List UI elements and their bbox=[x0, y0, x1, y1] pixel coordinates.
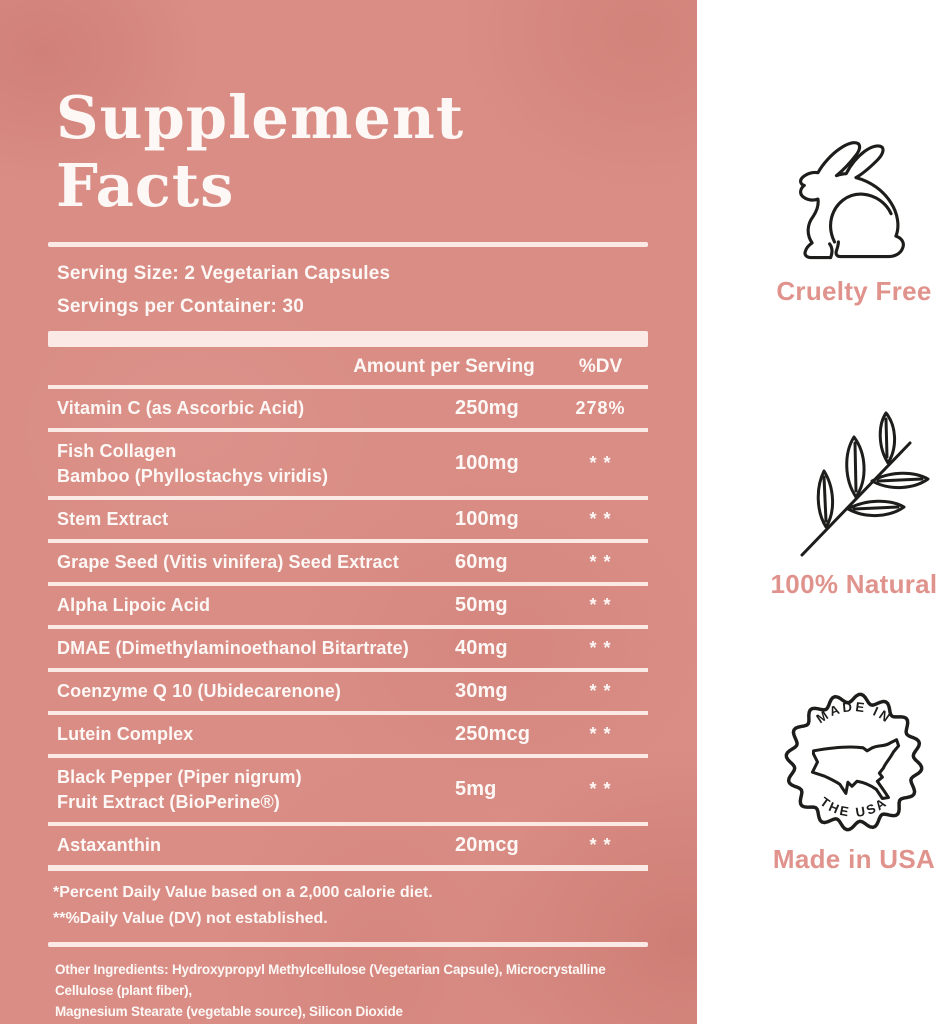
ingredient-name: Vitamin C (as Ascorbic Acid) bbox=[57, 397, 305, 418]
ingredient-name-line2: Fruit Extract (BioPerine®) bbox=[57, 791, 280, 812]
ingredient-name: Grape Seed (Vitis vinifera) Seed Extract bbox=[57, 551, 399, 572]
ingredient-dv: 278% bbox=[575, 397, 626, 418]
table-row: Stem Extract 100mg * * bbox=[48, 500, 648, 543]
natural-label: 100% Natural bbox=[770, 569, 938, 599]
column-header-dv: %DV bbox=[578, 355, 623, 377]
ingredient-amount: 100mg bbox=[455, 452, 519, 475]
table-row: Alpha Lipoic Acid 50mg * * bbox=[48, 586, 648, 629]
table-row: Coenzyme Q 10 (Ubidecarenone) 30mg * * bbox=[48, 672, 648, 715]
section-band bbox=[48, 330, 648, 347]
ingredient-name: Alpha Lipoic Acid bbox=[57, 594, 211, 615]
table-row: Vitamin C (as Ascorbic Acid) 250mg 278% bbox=[48, 389, 648, 432]
ingredient-dv: * * bbox=[589, 453, 612, 474]
made-in-usa-label: Made in USA bbox=[772, 844, 936, 874]
ingredient-amount: 5mg bbox=[455, 778, 497, 801]
ingredient-dv: * * bbox=[589, 723, 612, 744]
badge-column: Cruelty Free 100% Natural MADE IN bbox=[770, 0, 938, 875]
ingredient-name: Black Pepper (Piper nigrum) bbox=[57, 766, 302, 787]
ingredient-dv: * * bbox=[589, 637, 612, 658]
footnote-dv: *Percent Daily Value based on a 2,000 ca… bbox=[53, 883, 433, 901]
table-header-row: Amount per Serving %DV bbox=[48, 347, 648, 389]
table-row: DMAE (Dimethylaminoethanol Bitartrate) 4… bbox=[48, 629, 648, 672]
other-ingredients-text: Other Ingredients: Hydroxypropyl Methylc… bbox=[55, 961, 606, 1019]
ingredient-amount: 250mcg bbox=[455, 722, 531, 745]
usa-map-icon bbox=[810, 738, 901, 800]
table-row: Grape Seed (Vitis vinifera) Seed Extract… bbox=[48, 543, 648, 586]
ingredient-name: DMAE (Dimethylaminoethanol Bitartrate) bbox=[57, 637, 409, 658]
ingredient-dv: * * bbox=[589, 779, 612, 800]
ingredient-name: Stem Extract bbox=[57, 508, 169, 529]
footnote-not-established: **%Daily Value (DV) not established. bbox=[53, 909, 328, 927]
table-row: Black Pepper (Piper nigrum) Fruit Extrac… bbox=[48, 758, 648, 826]
usa-stamp-icon: MADE IN THE USA bbox=[784, 692, 924, 832]
ingredient-dv: * * bbox=[589, 834, 612, 855]
ingredient-amount: 60mg bbox=[455, 550, 508, 573]
ingredient-amount: 30mg bbox=[455, 679, 508, 702]
ingredient-name: Astaxanthin bbox=[57, 834, 162, 855]
footnote-divider bbox=[48, 941, 648, 947]
ingredient-name: Lutein Complex bbox=[57, 723, 194, 744]
rabbit-icon bbox=[799, 141, 905, 260]
supplement-facts-panel: Supplement Facts Serving Size: 2 Vegetar… bbox=[0, 0, 697, 1024]
servings-per-container-text: Servings per Container: 30 bbox=[57, 295, 304, 317]
ingredient-dv: * * bbox=[589, 594, 612, 615]
ingredient-dv: * * bbox=[589, 551, 612, 572]
ingredient-amount: 250mg bbox=[455, 396, 519, 419]
footnotes: *Percent Daily Value based on a 2,000 ca… bbox=[48, 871, 648, 942]
ingredient-name: Fish Collagen bbox=[57, 440, 177, 461]
ingredient-dv: * * bbox=[589, 680, 612, 701]
ingredient-amount: 40mg bbox=[455, 636, 508, 659]
title-divider bbox=[48, 241, 648, 247]
leaf-branch-icon bbox=[800, 411, 930, 557]
column-header-amount: Amount per Serving bbox=[353, 355, 535, 377]
table-row: Lutein Complex 250mcg * * bbox=[48, 715, 648, 758]
page-title: Supplement Facts bbox=[56, 83, 465, 220]
ingredient-dv: * * bbox=[589, 508, 612, 529]
ingredient-amount: 20mcg bbox=[455, 833, 519, 856]
usa-stamp-wave bbox=[784, 692, 924, 832]
ingredient-amount: 100mg bbox=[455, 507, 519, 530]
supplement-facts-content: Supplement Facts Serving Size: 2 Vegetar… bbox=[48, 0, 648, 1024]
table-row: Fish Collagen Bamboo (Phyllostachys viri… bbox=[48, 432, 648, 500]
ingredient-name-line2: Bamboo (Phyllostachys viridis) bbox=[57, 465, 329, 486]
ingredient-name: Coenzyme Q 10 (Ubidecarenone) bbox=[57, 680, 341, 701]
cruelty-free-label: Cruelty Free bbox=[776, 276, 932, 306]
serving-size-text: Serving Size: 2 Vegetarian Capsules bbox=[57, 262, 391, 284]
table-row: Astaxanthin 20mcg * * bbox=[48, 826, 648, 871]
ingredient-amount: 50mg bbox=[455, 593, 508, 616]
